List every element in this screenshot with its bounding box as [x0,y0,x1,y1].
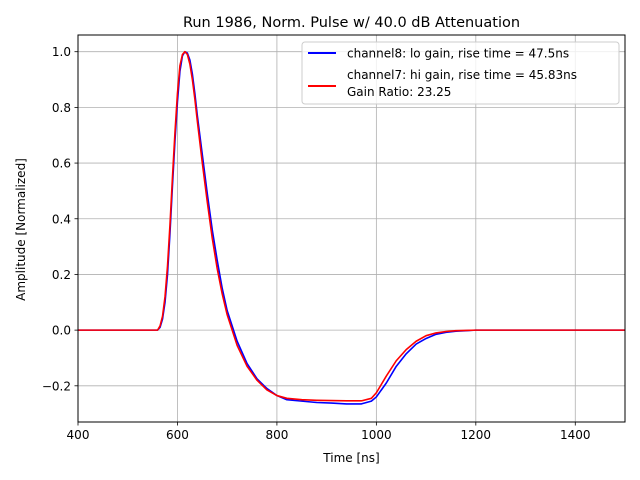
x-tick-label: 800 [265,428,288,442]
legend-box [301,41,620,105]
x-tick-label: 400 [67,428,90,442]
x-tick-label: 600 [166,428,189,442]
series-line-1 [78,50,625,402]
x-tick-label: 1000 [361,428,392,442]
x-axis-label: Time [ns] [322,451,379,465]
x-tick-label: 1200 [461,428,492,442]
legend-gain-ratio: Gain Ratio: 23.25 [347,85,451,99]
y-axis: −0.2 0.0 0.2 0.4 0.6 0.8 1.0 [42,45,78,393]
y-tick-label: 0.0 [52,324,71,338]
y-tick-label: 0.4 [52,212,71,226]
legend-label-channel8: channel8: lo gain, rise time = 47.5ns [347,47,569,61]
x-tick-label: 1400 [560,428,591,442]
legend: channel8: lo gain, rise time = 47.5ns ch… [301,41,620,105]
y-tick-label: −0.2 [42,379,71,393]
x-axis: 400 600 800 1000 1200 1400 [67,422,591,442]
plot-frame [77,34,626,423]
chart-title: Run 1986, Norm. Pulse w/ 40.0 dB Attenua… [183,15,520,31]
grid [77,35,625,422]
y-tick-label: 0.2 [52,268,71,282]
legend-label-channel7: channel7: hi gain, rise time = 45.83ns [347,68,577,82]
y-tick-label: 0.6 [52,157,71,171]
y-tick-label: 1.0 [52,45,71,59]
y-tick-label: 0.8 [52,101,71,115]
y-axis-label: Amplitude [Normalized] [14,158,28,301]
plot-lines [78,50,625,405]
